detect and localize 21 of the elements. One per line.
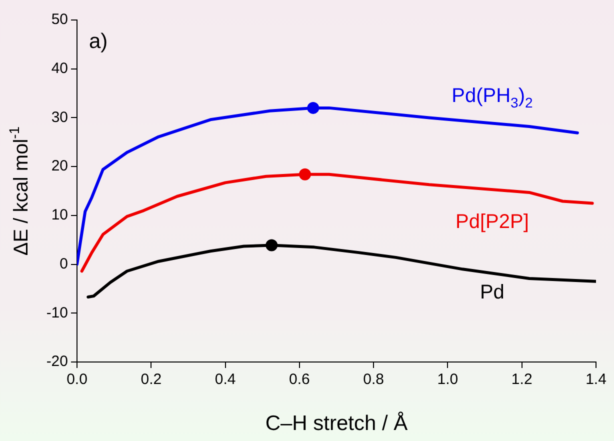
x-tick-label: 0.6 — [289, 371, 310, 388]
series-label: Pd — [480, 282, 504, 304]
y-tick-label: -20 — [46, 353, 68, 370]
x-tick-label: 1.4 — [586, 371, 606, 388]
y-tick-label: 0 — [60, 255, 68, 272]
y-tick-label: 20 — [51, 158, 68, 175]
series-label: Pd[P2P] — [456, 210, 529, 233]
x-tick-label: 1.0 — [437, 371, 458, 388]
x-tick-label: 0.0 — [66, 371, 88, 388]
y-tick-label: 10 — [51, 206, 68, 224]
x-axis-title: C–H stretch / Å — [265, 411, 408, 436]
x-tick-label: 1.2 — [511, 371, 532, 388]
y-tick-label: -10 — [46, 304, 68, 322]
y-tick-label: 50 — [51, 11, 68, 28]
y-tick-label: 40 — [51, 60, 68, 77]
x-tick-label: 0.2 — [140, 371, 162, 388]
x-tick-label: 0.4 — [214, 371, 236, 388]
x-tick-label: 0.8 — [363, 371, 384, 388]
annotation: a) — [89, 30, 108, 53]
y-axis-title: ΔE / kcal mol-1 — [6, 126, 33, 256]
y-tick-label: 30 — [51, 108, 68, 126]
